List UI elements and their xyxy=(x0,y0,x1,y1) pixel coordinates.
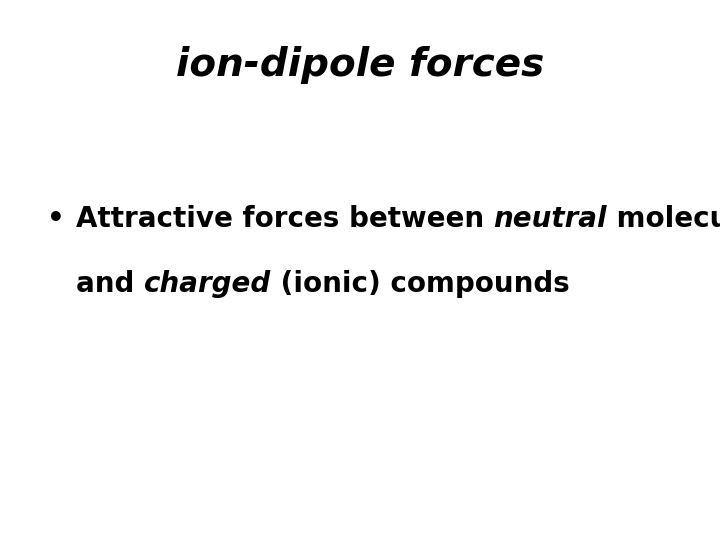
Text: charged: charged xyxy=(143,270,271,298)
Text: Attractive forces between: Attractive forces between xyxy=(76,205,493,233)
Text: neutral: neutral xyxy=(493,205,607,233)
Text: and: and xyxy=(76,270,143,298)
Text: •: • xyxy=(47,205,65,233)
Text: (ionic) compounds: (ionic) compounds xyxy=(271,270,570,298)
Text: molecules: molecules xyxy=(607,205,720,233)
Text: ion-dipole forces: ion-dipole forces xyxy=(176,46,544,84)
